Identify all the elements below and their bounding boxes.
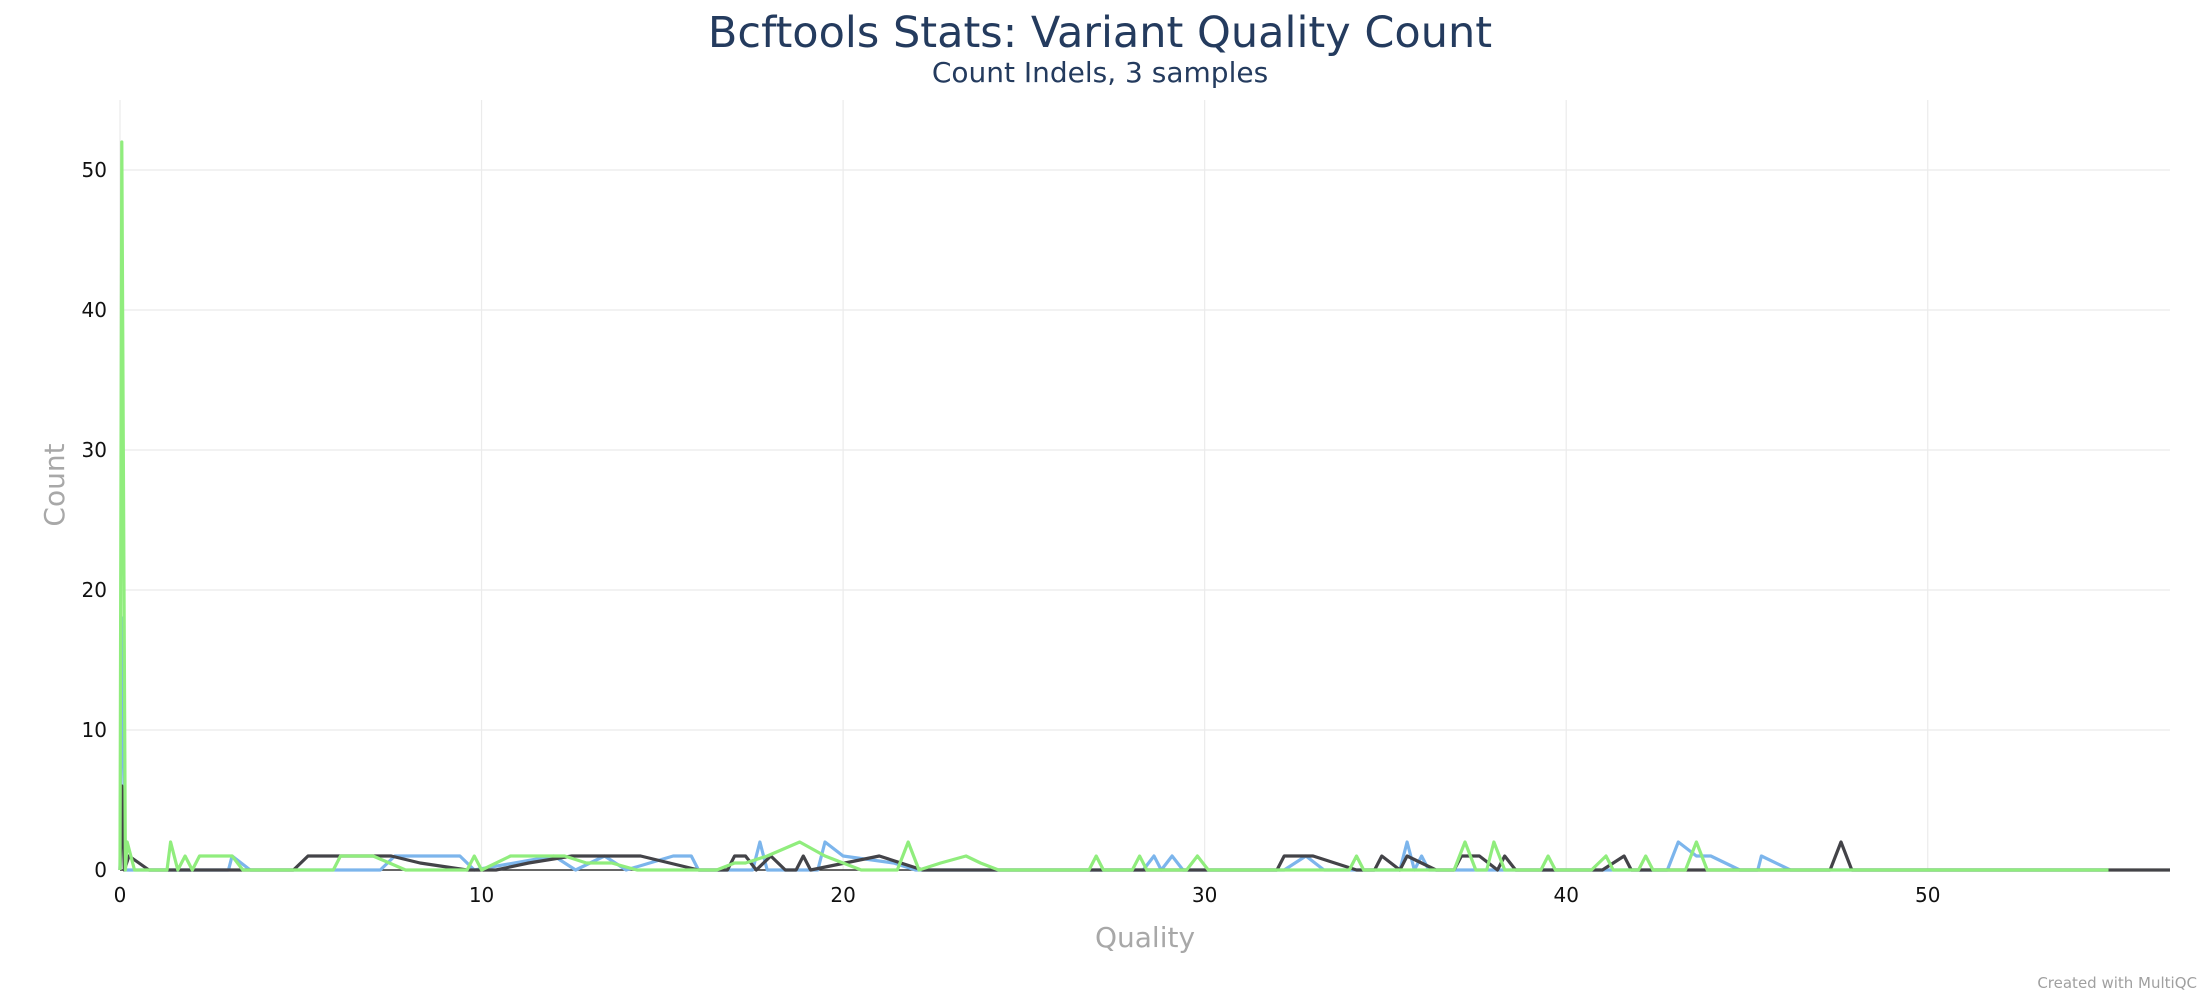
multiqc-credit: Created with MultiQC [2037, 974, 2197, 992]
x-tick-label: 50 [1915, 883, 1940, 907]
x-tick-label: 30 [1192, 883, 1217, 907]
chart-title: Bcftools Stats: Variant Quality Count [707, 8, 1493, 58]
x-tick-label: 40 [1553, 883, 1578, 907]
x-axis-label: Quality [1095, 921, 1195, 954]
y-tick-label: 30 [82, 438, 107, 462]
y-tick-label: 10 [82, 718, 107, 742]
series-line-3[interactable] [118, 140, 2109, 872]
y-tick-label: 0 [94, 858, 107, 882]
grid-lines [119, 100, 2170, 870]
x-axis-ticks: 0 10 20 30 40 50 [114, 883, 1941, 907]
y-tick-label: 40 [82, 298, 107, 322]
x-tick-label: 10 [469, 883, 494, 907]
x-tick-label: 20 [830, 883, 855, 907]
y-tick-label: 20 [82, 578, 107, 602]
series-lines[interactable] [118, 140, 2170, 872]
y-axis-ticks: 0 10 20 30 40 50 [82, 158, 107, 882]
x-tick-label: 0 [114, 883, 127, 907]
chart-subtitle: Count Indels, 3 samples [931, 56, 1269, 89]
series-line-1[interactable] [118, 616, 2109, 872]
y-tick-label: 50 [82, 158, 107, 182]
y-axis-label: Count [38, 443, 71, 526]
